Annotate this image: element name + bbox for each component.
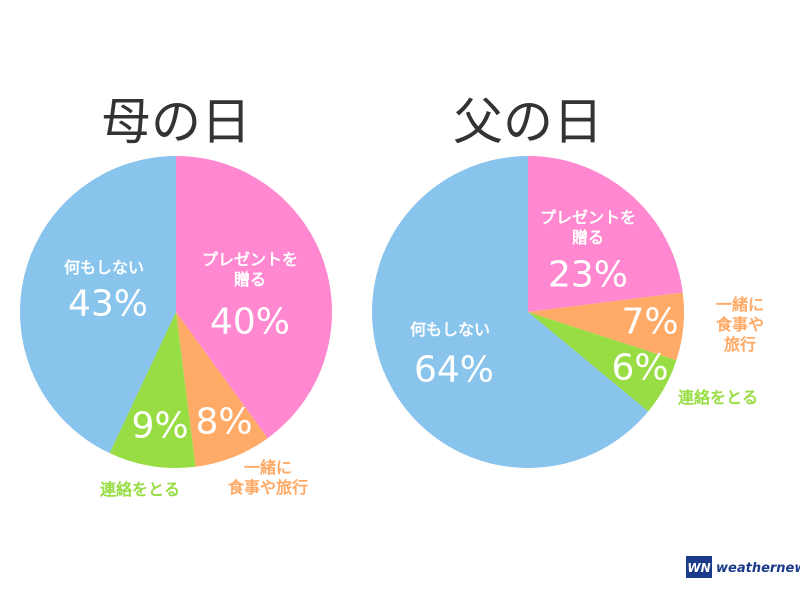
category-label: 何もしない (63, 258, 145, 277)
pie-slice (372, 156, 649, 468)
category-label: 何もしない (409, 320, 491, 339)
chart-title: 母の日 (101, 93, 251, 151)
value-label: 9% (131, 405, 189, 447)
category-label: プレゼントを 贈る (201, 250, 299, 289)
value-label: 40% (209, 301, 291, 343)
pie-slice (176, 156, 333, 439)
category-label: 連絡をとる (99, 480, 181, 499)
value-label: 64% (413, 349, 495, 391)
pie-slice (176, 312, 268, 467)
value-label: 7% (621, 301, 679, 343)
pie-slice (528, 156, 683, 312)
value-label: 8% (195, 401, 253, 443)
logo-text: weathernews (716, 561, 800, 576)
logo-box (686, 556, 712, 578)
chart-title: 父の日 (453, 93, 603, 151)
value-label: 6% (611, 347, 669, 389)
pie-slice (528, 312, 677, 412)
category-label: 一緒に 食事や旅行 (227, 458, 309, 497)
logo-mark: WN (687, 561, 710, 575)
value-label: 43% (67, 283, 149, 325)
pie-slice (20, 156, 176, 454)
category-label: プレゼントを 贈る (539, 208, 637, 247)
pie-slice (109, 312, 196, 468)
category-label: 一緒に 食事や旅行 (715, 295, 764, 354)
pie-slice (528, 292, 685, 361)
category-label: 連絡をとる (677, 388, 759, 407)
value-label: 23% (547, 254, 629, 296)
